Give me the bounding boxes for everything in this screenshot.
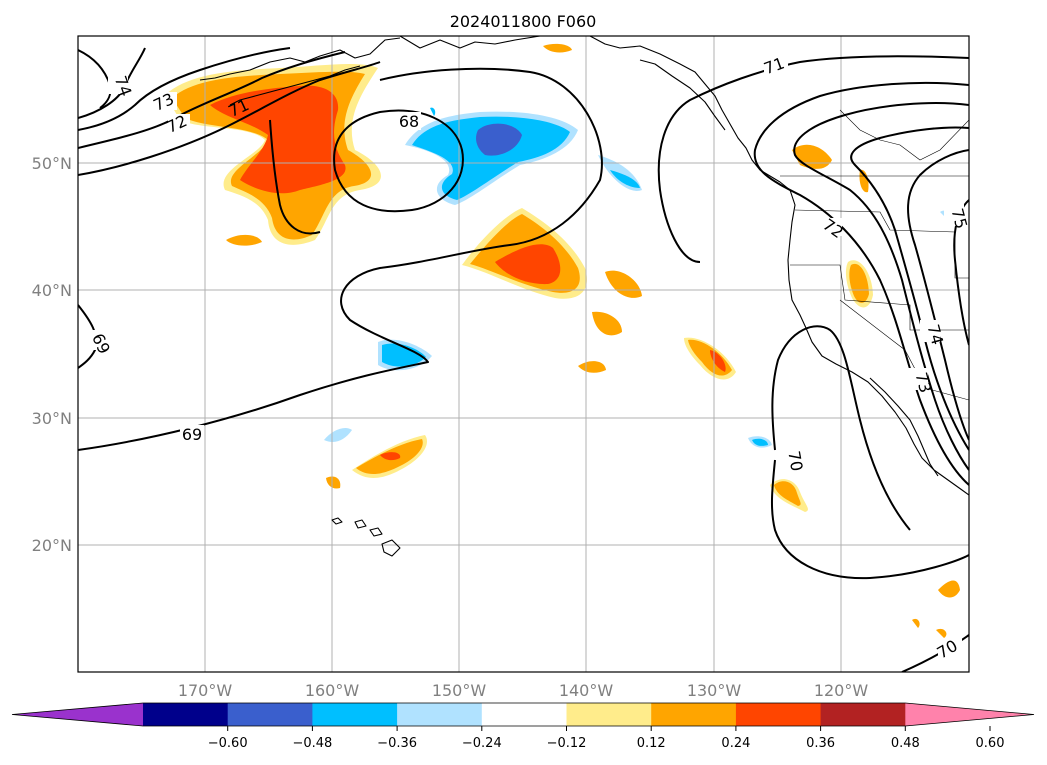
- colorbar-segment: [227, 703, 313, 726]
- warm-region: [543, 43, 572, 53]
- colorbar-tick-label: 0.48: [891, 736, 920, 751]
- contour-lines: [78, 47, 969, 672]
- warm-region: [849, 263, 869, 303]
- warm-region: [605, 270, 642, 298]
- map-title: 2024011800 F060: [450, 12, 597, 31]
- cool-region: [476, 123, 522, 156]
- colorbar-segment: [566, 703, 652, 726]
- lat-label: 50°N: [32, 154, 72, 173]
- lat-label: 40°N: [32, 281, 72, 300]
- colorbar-segment: [651, 703, 737, 726]
- colorbar-segment: [735, 703, 822, 726]
- cool-region: [412, 116, 570, 200]
- warm-region: [226, 234, 262, 246]
- colorbar-segment: [397, 703, 483, 726]
- colorbar-tick-label: −0.24: [462, 736, 502, 751]
- lat-label: 30°N: [32, 409, 72, 428]
- gridlines: [78, 36, 969, 672]
- contour-label: 75: [948, 206, 972, 231]
- contour-label-group: 74 73 72 71 68 69 69 71 72 75 74 73 70: [82, 53, 972, 663]
- colorbar-tick-label: 0.36: [806, 736, 835, 751]
- contour-label: 69: [182, 425, 202, 444]
- warm-region: [380, 452, 401, 461]
- lat-label: 20°N: [32, 536, 72, 555]
- colorbar-tick-label: −0.60: [208, 736, 248, 751]
- colorbar-tick-label: −0.36: [377, 736, 417, 751]
- warm-region: [592, 311, 622, 336]
- colorbar-tick-label: 0.24: [721, 736, 750, 751]
- warm-region: [859, 169, 869, 193]
- lon-label: 170°W: [178, 681, 233, 700]
- warm-region: [912, 618, 920, 628]
- warm-region: [936, 628, 947, 638]
- contour-label: 74: [924, 322, 948, 347]
- colorbar-extend-high: [905, 703, 1034, 726]
- warm-region: [938, 580, 960, 598]
- cool-region: [382, 343, 426, 367]
- colorbar-tick-label: 0.60: [976, 736, 1005, 751]
- cool-region: [610, 170, 640, 188]
- colorbar-segment: [312, 703, 398, 726]
- colorbar: −0.60 −0.48 −0.36 −0.24 −0.12 0.12 0.24 0.36 0.4…: [11, 702, 1035, 751]
- warm-region: [578, 361, 606, 373]
- lon-label: 160°W: [305, 681, 360, 700]
- lon-label: 120°W: [814, 681, 869, 700]
- latitude-labels: 50°N 40°N 30°N 20°N: [32, 154, 72, 555]
- colorbar-segment: [820, 703, 906, 726]
- cool-region: [324, 428, 352, 442]
- colorbar-outline: [11, 702, 1035, 727]
- contour-label: 73: [912, 370, 936, 395]
- colorbar-segment: [481, 703, 567, 726]
- warm-region: [210, 85, 346, 194]
- lon-label: 130°W: [687, 681, 742, 700]
- longitude-labels: 170°W 160°W 150°W 140°W 130°W 120°W: [178, 681, 869, 700]
- lon-label: 150°W: [432, 681, 487, 700]
- colorbar-extend-low: [12, 703, 143, 726]
- warm-region: [326, 476, 341, 489]
- map-frame: [77, 35, 970, 673]
- lon-label: 140°W: [559, 681, 614, 700]
- colorbar-tick-label: −0.12: [547, 736, 587, 751]
- warm-region: [495, 244, 561, 285]
- cool-region: [752, 438, 768, 446]
- contour-label: 70: [784, 449, 806, 472]
- cool-region: [430, 107, 436, 116]
- warm-region: [774, 481, 801, 506]
- colorbar-tick-label: −0.48: [292, 736, 332, 751]
- contour-label: 68: [399, 112, 419, 131]
- map-area: 74 73 72 71 68 69 69 71 72 75 74 73 70: [78, 36, 972, 672]
- colorbar-segment: [143, 703, 229, 726]
- colorbar-tick-label: 0.12: [637, 736, 666, 751]
